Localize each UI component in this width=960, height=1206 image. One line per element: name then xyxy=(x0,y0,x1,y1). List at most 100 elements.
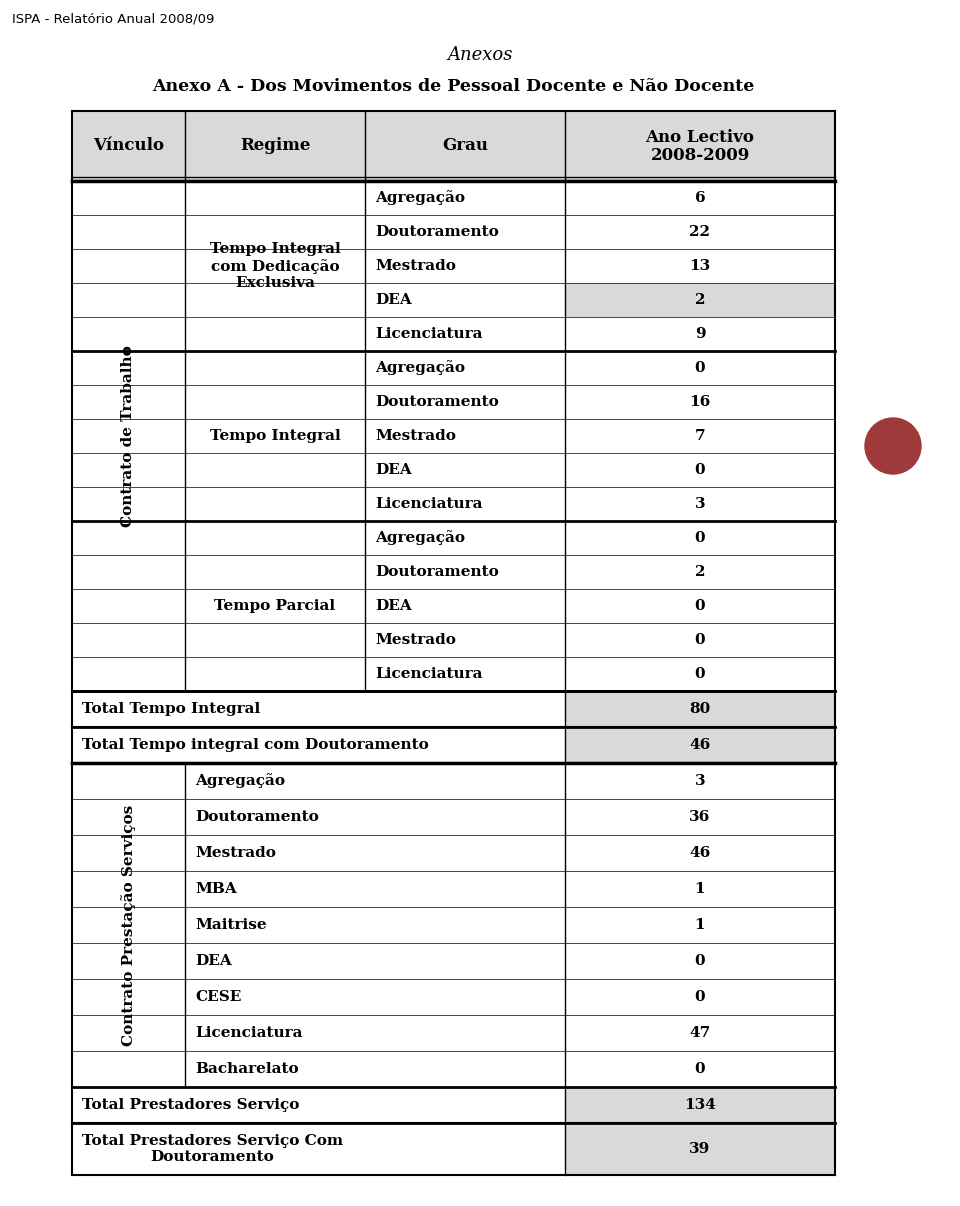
Text: 3: 3 xyxy=(695,774,706,788)
Text: 46: 46 xyxy=(689,738,710,753)
Bar xyxy=(565,691,835,727)
Text: Bacharelato: Bacharelato xyxy=(195,1062,299,1076)
Text: Doutoramento: Doutoramento xyxy=(195,810,319,824)
Bar xyxy=(565,800,835,835)
Bar xyxy=(565,943,835,979)
Bar xyxy=(565,1050,835,1087)
Text: Contrato Prestação Serviços: Contrato Prestação Serviços xyxy=(121,804,136,1046)
Text: 0: 0 xyxy=(695,361,706,375)
Text: Licenciatura: Licenciatura xyxy=(195,1026,302,1040)
Text: 2008-2009: 2008-2009 xyxy=(650,147,750,164)
Text: Tempo Integral: Tempo Integral xyxy=(209,429,341,443)
Text: 0: 0 xyxy=(695,531,706,545)
Text: 80: 80 xyxy=(689,702,710,716)
Bar xyxy=(72,111,835,181)
Bar xyxy=(565,418,835,453)
Bar xyxy=(565,317,835,351)
Bar xyxy=(72,181,835,691)
Text: Mestrado: Mestrado xyxy=(375,429,456,443)
Bar xyxy=(565,487,835,521)
Bar xyxy=(565,907,835,943)
Text: 134: 134 xyxy=(684,1097,716,1112)
Text: ISPA - Relatório Anual 2008/09: ISPA - Relatório Anual 2008/09 xyxy=(12,12,214,25)
Text: 3: 3 xyxy=(695,497,706,511)
Text: 0: 0 xyxy=(695,463,706,478)
Text: 0: 0 xyxy=(695,599,706,613)
Text: Grau: Grau xyxy=(442,137,488,154)
Text: Anexo A - Dos Movimentos de Pessoal Docente e Não Docente: Anexo A - Dos Movimentos de Pessoal Doce… xyxy=(152,78,755,95)
Text: Mestrado: Mestrado xyxy=(375,633,456,646)
Text: Total Tempo Integral: Total Tempo Integral xyxy=(82,702,260,716)
Text: Licenciatura: Licenciatura xyxy=(375,327,483,341)
Text: 36: 36 xyxy=(689,810,710,824)
Text: MBA: MBA xyxy=(195,882,237,896)
Text: 0: 0 xyxy=(695,633,706,646)
Bar xyxy=(565,1123,835,1175)
Text: 6: 6 xyxy=(695,191,706,205)
Bar xyxy=(72,763,835,1087)
Text: Licenciatura: Licenciatura xyxy=(375,667,483,681)
Text: Agregação: Agregação xyxy=(375,191,465,205)
Text: CESE: CESE xyxy=(195,990,241,1005)
Circle shape xyxy=(865,418,921,474)
Text: 2: 2 xyxy=(695,293,706,308)
Bar xyxy=(565,521,835,555)
Text: 16: 16 xyxy=(689,396,710,409)
Text: Total Prestadores Serviço: Total Prestadores Serviço xyxy=(82,1097,300,1112)
Bar xyxy=(565,835,835,871)
Bar xyxy=(565,763,835,800)
Text: Tempo Parcial: Tempo Parcial xyxy=(214,599,336,613)
Text: Mestrado: Mestrado xyxy=(195,845,276,860)
Text: Contrato de Trabalho: Contrato de Trabalho xyxy=(122,345,135,527)
Bar xyxy=(565,589,835,624)
Bar xyxy=(565,979,835,1015)
Bar xyxy=(565,657,835,691)
Text: 9: 9 xyxy=(695,327,706,341)
Bar xyxy=(565,248,835,283)
Bar xyxy=(565,453,835,487)
Text: DEA: DEA xyxy=(375,463,412,478)
Bar xyxy=(565,727,835,763)
Text: DEA: DEA xyxy=(375,293,412,308)
Text: Anexos: Anexos xyxy=(447,46,513,64)
Bar xyxy=(565,1087,835,1123)
Text: Licenciatura: Licenciatura xyxy=(375,497,483,511)
Bar xyxy=(565,624,835,657)
Text: Agregação: Agregação xyxy=(375,361,465,375)
Text: 22: 22 xyxy=(689,226,710,239)
Bar xyxy=(565,181,835,215)
Text: DEA: DEA xyxy=(375,599,412,613)
Text: 0: 0 xyxy=(695,667,706,681)
Bar xyxy=(72,1087,565,1123)
Bar xyxy=(72,691,565,727)
Text: 1: 1 xyxy=(695,882,706,896)
Bar xyxy=(565,385,835,418)
Bar xyxy=(565,283,835,317)
Bar xyxy=(565,555,835,589)
Text: Agregação: Agregação xyxy=(375,531,465,545)
Text: 47: 47 xyxy=(689,1026,710,1040)
Text: 46: 46 xyxy=(689,845,710,860)
Text: Vínculo: Vínculo xyxy=(93,137,164,154)
Bar xyxy=(72,727,565,763)
Bar xyxy=(565,351,835,385)
Text: DEA: DEA xyxy=(195,954,231,968)
Text: Mestrado: Mestrado xyxy=(375,259,456,273)
Text: Ano Lectivo: Ano Lectivo xyxy=(645,129,755,146)
Bar xyxy=(72,1123,565,1175)
Text: 39: 39 xyxy=(689,1142,710,1157)
Text: 13: 13 xyxy=(689,259,710,273)
Bar xyxy=(565,871,835,907)
Bar xyxy=(565,1015,835,1050)
Text: Total Tempo integral com Doutoramento: Total Tempo integral com Doutoramento xyxy=(82,738,429,753)
Bar xyxy=(565,215,835,248)
Text: Tempo Integral
com Dedicação
Exclusiva: Tempo Integral com Dedicação Exclusiva xyxy=(209,242,341,289)
Text: 0: 0 xyxy=(695,1062,706,1076)
Text: 15: 15 xyxy=(878,437,907,456)
Text: Regime: Regime xyxy=(240,137,310,154)
Text: Agregação: Agregação xyxy=(195,773,285,789)
Text: 0: 0 xyxy=(695,954,706,968)
Text: Doutoramento: Doutoramento xyxy=(375,226,499,239)
Text: Doutoramento: Doutoramento xyxy=(375,564,499,579)
Text: Doutoramento: Doutoramento xyxy=(375,396,499,409)
